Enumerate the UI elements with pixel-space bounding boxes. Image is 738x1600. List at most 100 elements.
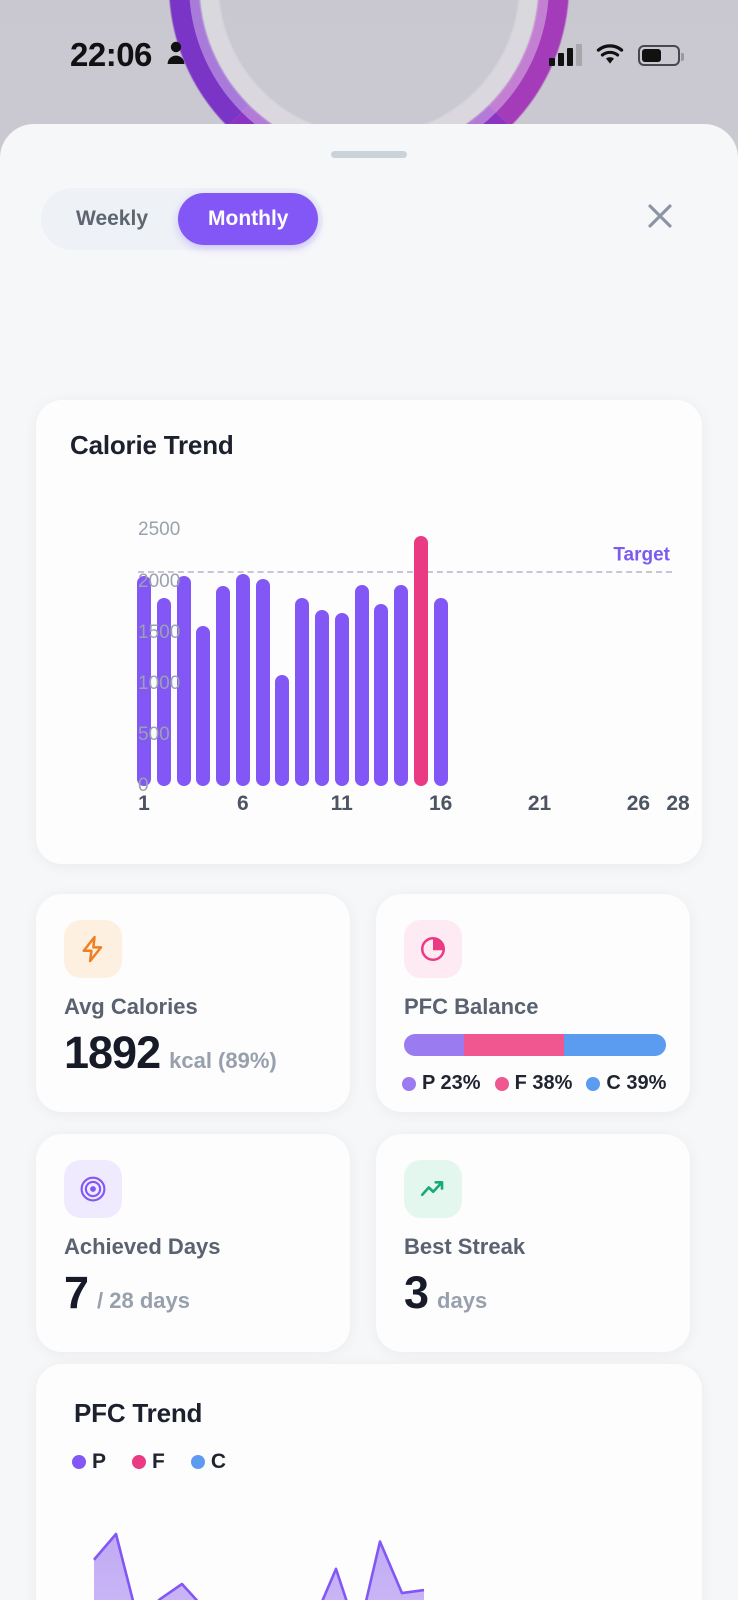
calorie-bar[interactable] (255, 578, 270, 786)
legend-dot (72, 1455, 86, 1469)
signal-bars-icon (549, 44, 582, 66)
legend-label: P 23% (422, 1072, 481, 1094)
trend-legend-item-c: C (190, 1450, 227, 1474)
legend-label: C 39% (606, 1072, 667, 1094)
wifi-icon (596, 44, 624, 64)
stat-value-row-achieved-days: 7 / 28 days (64, 1270, 190, 1315)
x-tick-label: 28 (666, 792, 690, 815)
calorie-bar[interactable] (275, 674, 290, 786)
pfc-legend-item-c: C 39% (586, 1072, 666, 1095)
status-bar: 22:06 (0, 0, 738, 100)
legend-label: F 38% (514, 1072, 573, 1094)
calorie-bar[interactable] (334, 613, 349, 786)
trend-up-icon (420, 1180, 444, 1197)
status-bar-indicators (549, 38, 684, 66)
pfc-trend-svg (93, 1532, 425, 1600)
calorie-bar[interactable] (295, 597, 310, 786)
stat-unit-best-streak: days (437, 1288, 488, 1313)
calorie-bar[interactable] (374, 604, 389, 786)
x-tick-label: 21 (527, 792, 552, 815)
target-line: Target (138, 545, 672, 574)
pfc-bar-segment-c (563, 1034, 666, 1056)
stat-label-best-streak: Best Streak (404, 1234, 526, 1259)
stat-value-row-avg-calories: 1892 kcal (89%) (64, 1030, 277, 1075)
pfc-trend-card: PFC Trend P F C (36, 1364, 702, 1600)
trend-legend-item-p: P (72, 1450, 106, 1474)
sheet-drag-handle[interactable] (331, 151, 407, 158)
stat-card-best-streak[interactable]: Best Streak 3 days (376, 1134, 690, 1352)
target-line-label: Target (613, 544, 670, 566)
legend-dot (132, 1455, 147, 1469)
close-button[interactable] (638, 194, 682, 238)
calorie-bar[interactable] (433, 597, 448, 786)
pfc-bar-segment-f (464, 1034, 564, 1056)
stat-value-achieved-days: 7 (64, 1267, 89, 1318)
calorie-bar[interactable] (216, 585, 231, 786)
tab-monthly[interactable]: Monthly (178, 193, 319, 245)
stat-card-avg-calories[interactable]: Avg Calories 1892 kcal (89%) (36, 894, 350, 1112)
stat-label-avg-calories: Avg Calories (64, 994, 198, 1019)
stat-unit-avg-calories: kcal (89%) (169, 1048, 277, 1073)
pfc-line-p (93, 1532, 425, 1600)
pie-chart-icon-bg (404, 920, 462, 978)
legend-dot (586, 1076, 601, 1091)
calorie-trend-card: Calorie Trend Target 0500100015002000250… (36, 400, 702, 864)
calorie-bar[interactable] (137, 576, 151, 786)
stat-unit-achieved-days: / 28 days (97, 1288, 190, 1313)
calorie-x-axis: 1 6 11 16 21 26 28 (138, 792, 690, 822)
calorie-bar[interactable] (156, 597, 171, 786)
stat-value-row-best-streak: 3 days (404, 1270, 487, 1315)
target-icon-bg (64, 1160, 122, 1218)
pfc-bar-segment-p (404, 1034, 465, 1056)
calorie-bar[interactable] (196, 625, 211, 786)
x-tick-label: 11 (330, 792, 353, 815)
pfc-balance-bar (404, 1034, 666, 1056)
status-bar-clock: 22:06 (70, 36, 152, 73)
stat-value-avg-calories: 1892 (64, 1027, 161, 1078)
calorie-bar[interactable] (394, 584, 409, 786)
lightning-bolt-icon (82, 935, 103, 963)
target-icon (80, 1176, 106, 1202)
trend-up-icon-bg (404, 1160, 462, 1218)
legend-dot (494, 1076, 509, 1091)
stat-label-achieved-days: Achieved Days (64, 1234, 221, 1259)
legend-dot (402, 1076, 416, 1091)
calorie-bar[interactable] (176, 576, 191, 786)
calorie-trend-title: Calorie Trend (70, 430, 234, 460)
x-tick-label: 26 (626, 792, 651, 815)
legend-label: F (152, 1450, 165, 1473)
x-tick-label: 1 (138, 792, 150, 815)
legend-dot (190, 1455, 205, 1469)
calorie-bar[interactable] (413, 535, 428, 786)
x-tick-label: 6 (237, 792, 249, 815)
sheet-header: Weekly Monthly (0, 188, 738, 274)
legend-label: P (92, 1450, 107, 1473)
pfc-legend-item-p: P 23% (402, 1072, 481, 1095)
stat-label-pfc-balance: PFC Balance (404, 994, 539, 1019)
trend-legend-item-f: F (132, 1450, 165, 1474)
calorie-bar[interactable] (354, 584, 369, 786)
calorie-bar[interactable] (315, 610, 329, 786)
battery-icon (638, 45, 684, 66)
pie-chart-icon (420, 936, 446, 962)
calorie-plot-area: Target (137, 510, 672, 786)
person-icon (167, 41, 185, 64)
pfc-legend-item-f: F 38% (494, 1072, 573, 1095)
legend-label: C (210, 1450, 227, 1473)
lightning-bolt-icon-bg (64, 920, 122, 978)
pfc-trend-title: PFC Trend (74, 1398, 203, 1428)
stats-bottom-sheet: Weekly Monthly Calorie Trend Target 0500… (0, 124, 738, 1600)
period-segmented-control[interactable]: Weekly Monthly (41, 188, 324, 250)
calorie-bars (137, 510, 672, 786)
stat-card-achieved-days[interactable]: Achieved Days 7 / 28 days (36, 1134, 350, 1352)
pfc-area-p (94, 1534, 424, 1600)
stat-card-pfc-balance[interactable]: PFC Balance P 23% F 38% C 39% (376, 894, 690, 1112)
stat-value-best-streak: 3 (404, 1267, 429, 1318)
x-tick-label: 16 (428, 792, 453, 815)
pfc-balance-legend: P 23% F 38% C 39% (402, 1072, 666, 1095)
tab-weekly[interactable]: Weekly (76, 207, 148, 230)
calorie-bar[interactable] (235, 574, 250, 786)
